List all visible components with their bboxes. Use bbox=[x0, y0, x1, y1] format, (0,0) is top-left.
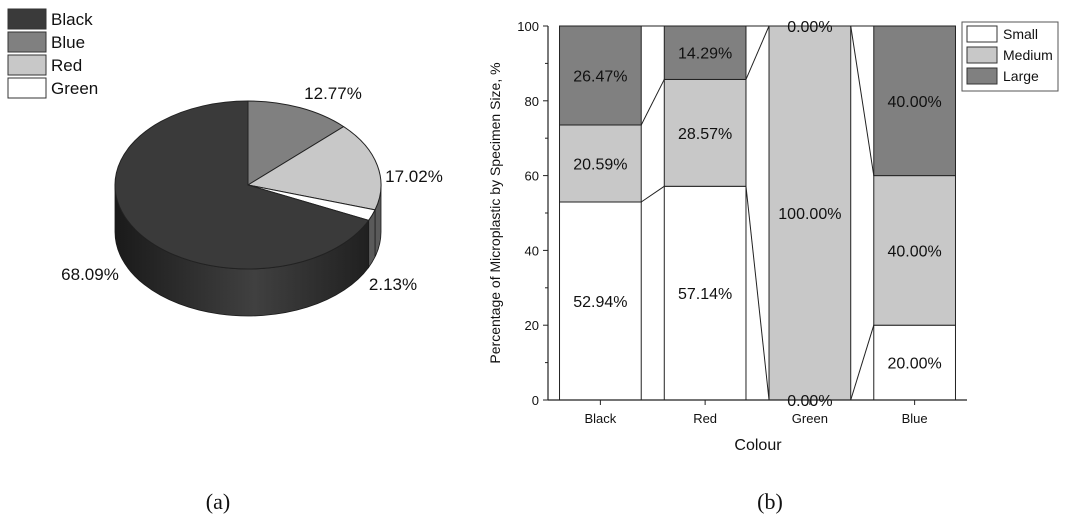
connector-red-green bbox=[745, 25, 770, 80]
bar-label-black-large: 26.47% bbox=[573, 68, 627, 85]
bar-label-blue-small: 20.00% bbox=[887, 356, 941, 373]
x-tick-label-green: Green bbox=[792, 411, 828, 426]
pie-legend-swatch-red bbox=[7, 54, 47, 76]
bar-legend-swatch-large bbox=[966, 67, 998, 85]
bar-blue-medium bbox=[873, 175, 956, 326]
x-axis-label: Colour bbox=[734, 437, 782, 454]
connector-red-green bbox=[745, 186, 770, 401]
pie-legend-swatch-blue bbox=[7, 31, 47, 53]
y-tick-label: 0 bbox=[532, 393, 539, 408]
bar-label-green-small: 0.00% bbox=[787, 393, 832, 410]
bar-legend-swatch-medium bbox=[966, 46, 998, 64]
bar-legend-label-small: Small bbox=[1003, 26, 1038, 42]
pie-slice-blue bbox=[247, 100, 345, 186]
pie-legend-swatch-green bbox=[7, 77, 47, 99]
bar-label-blue-large: 40.00% bbox=[887, 94, 941, 111]
x-tick-label-red: Red bbox=[693, 411, 717, 426]
stacked-bar-chart: 0 20 40 60 80 100 Black Red Green Blue 52.94% 20.5… bbox=[487, 19, 1059, 454]
bar-legend-swatch-small bbox=[966, 25, 998, 43]
pie-legend-swatch-black bbox=[7, 8, 47, 30]
y-tick-label: 60 bbox=[525, 169, 539, 184]
pie-legend: Black Blue Red Green bbox=[7, 8, 98, 99]
y-tick-label: 20 bbox=[525, 318, 539, 333]
bar-blue-large bbox=[873, 25, 956, 177]
bar-red-large bbox=[663, 25, 747, 80]
connector-green-blue bbox=[850, 325, 875, 401]
connector-black-red bbox=[640, 79, 665, 126]
bar-blue-small bbox=[873, 324, 956, 401]
y-tick-label: 40 bbox=[525, 243, 539, 258]
pie-top-slices bbox=[114, 100, 382, 270]
bar-red-small bbox=[663, 185, 747, 401]
bar-label-red-medium: 28.57% bbox=[678, 126, 732, 143]
bar-legend-label-medium: Medium bbox=[1003, 47, 1053, 63]
panel-label-b: (b) bbox=[757, 489, 783, 514]
pie-chart: Black Blue Red Green 68.09% 12.77% 17.02% 2.13… bbox=[7, 8, 443, 317]
bar-segments bbox=[559, 25, 956, 401]
connector-black-red bbox=[640, 185, 665, 203]
pie-side-walls bbox=[114, 184, 382, 317]
panel-label-a: (a) bbox=[206, 489, 230, 514]
connector-green-blue bbox=[850, 25, 875, 176]
bar-label-blue-medium: 40.00% bbox=[887, 243, 941, 260]
pie-legend-label-blue: Blue bbox=[51, 33, 85, 52]
bar-black-large bbox=[559, 25, 642, 126]
bar-label-black-small: 52.94% bbox=[573, 294, 627, 311]
bar-label-red-small: 57.14% bbox=[678, 286, 732, 303]
x-tick-label-blue: Blue bbox=[902, 411, 928, 426]
bar-label-black-medium: 20.59% bbox=[573, 157, 627, 174]
bar-legend-label-large: Large bbox=[1003, 68, 1039, 84]
bar-red-medium bbox=[663, 78, 747, 187]
bar-green-medium bbox=[768, 25, 852, 401]
bar-label-red-large: 14.29% bbox=[678, 46, 732, 63]
bar-label-green-large: 0.00% bbox=[787, 19, 832, 36]
pie-legend-label-red: Red bbox=[51, 56, 82, 75]
bar-label-green-medium: 100.00% bbox=[778, 206, 841, 223]
y-axis-label: Percentage of Microplastic by Specimen S… bbox=[487, 62, 503, 363]
pie-slice-red bbox=[246, 126, 382, 211]
pie-label-red: 17.02% bbox=[385, 167, 443, 186]
pie-legend-label-green: Green bbox=[51, 79, 98, 98]
pie-value-labels: 68.09% 12.77% 17.02% 2.13% bbox=[61, 84, 443, 294]
x-tick-label-black: Black bbox=[584, 411, 616, 426]
y-tick-label: 80 bbox=[525, 94, 539, 109]
pie-slice-black bbox=[114, 100, 370, 270]
y-tick-label: 100 bbox=[517, 19, 539, 34]
bar-axes: 0 20 40 60 80 100 Black Red Green Blue bbox=[517, 19, 967, 426]
pie-label-black: 68.09% bbox=[61, 265, 119, 284]
pie-label-green: 2.13% bbox=[369, 275, 417, 294]
bar-value-labels: 52.94% 20.59% 26.47% 57.14% 28.57% 14.29% 0.00… bbox=[573, 19, 942, 410]
bar-legend: Small Medium Large bbox=[961, 21, 1059, 92]
pie-legend-label-black: Black bbox=[51, 10, 93, 29]
pie-label-blue: 12.77% bbox=[304, 84, 362, 103]
